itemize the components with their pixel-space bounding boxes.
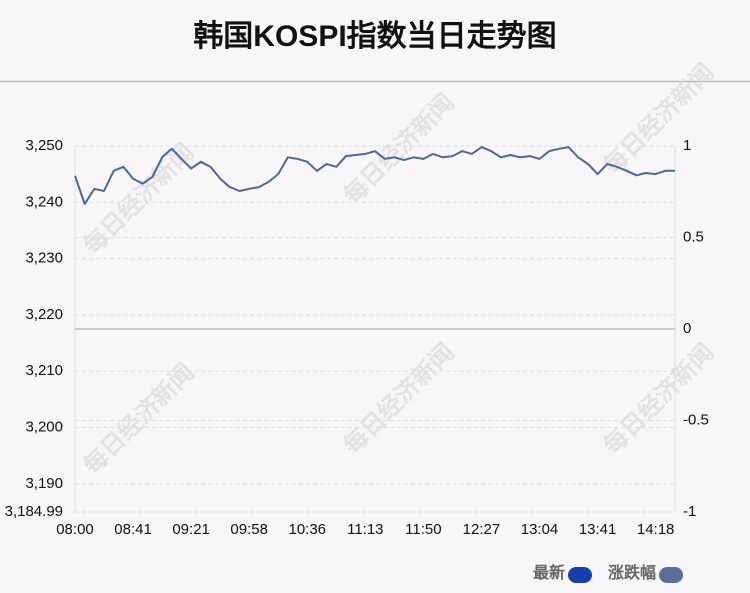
y2-tick-label: 1	[683, 137, 691, 154]
y2-tick-label: -0.5	[683, 411, 709, 428]
x-tick-label: 08:00	[56, 521, 94, 538]
y-tick-label: 3,250	[25, 137, 63, 154]
x-tick-label: 10:36	[288, 521, 326, 538]
x-tick-label: 09:58	[230, 521, 268, 538]
chart-title: 韩国KOSPI指数当日走势图	[193, 20, 556, 53]
legend-label: 涨跌幅	[608, 563, 656, 582]
x-tick-label: 11:13	[347, 521, 383, 538]
price-line	[74, 146, 675, 205]
x-tick-label: 13:04	[521, 521, 559, 538]
x-tick-label: 14:18	[637, 521, 675, 538]
y-tick-label: 3,200	[25, 418, 63, 435]
y-tick-label: 3,220	[25, 306, 63, 323]
legend-label: 最新	[533, 563, 565, 582]
legend-swatch	[568, 567, 593, 583]
y2-tick-label: 0	[683, 320, 691, 337]
x-tick-label: 11:50	[405, 521, 441, 538]
x-tick-label: 13:41	[579, 521, 617, 538]
y-tick-label: 3,190	[25, 475, 63, 492]
y2-tick-label: 0.5	[683, 228, 704, 245]
x-tick-label: 12:27	[463, 521, 501, 538]
y-tick-label: 3,240	[25, 193, 63, 210]
y-tick-label: 3,230	[25, 250, 63, 267]
x-tick-label: 08:41	[114, 521, 152, 538]
y2-tick-label: -1	[683, 503, 696, 520]
y-tick-label: 3,184.99	[5, 503, 63, 520]
legend-swatch	[659, 567, 684, 583]
y-tick-label: 3,210	[25, 362, 63, 379]
x-tick-label: 09:21	[172, 521, 210, 538]
